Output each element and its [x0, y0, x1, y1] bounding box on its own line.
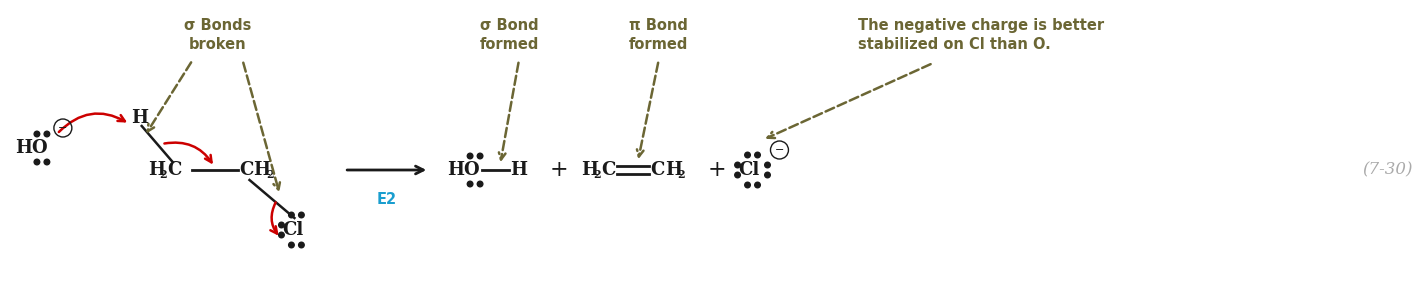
Circle shape	[34, 159, 40, 165]
Text: (7-30): (7-30)	[1362, 162, 1412, 178]
Text: 2: 2	[678, 170, 685, 180]
Text: 2: 2	[593, 170, 600, 180]
Circle shape	[278, 232, 284, 238]
Circle shape	[288, 242, 294, 248]
Text: 2: 2	[160, 170, 167, 180]
Text: C: C	[240, 161, 254, 179]
Text: 2: 2	[267, 170, 274, 180]
Text: HO: HO	[16, 139, 48, 157]
Text: The negative charge is better
stabilized on Cl than O.: The negative charge is better stabilized…	[858, 18, 1104, 52]
Text: +: +	[707, 159, 727, 181]
Circle shape	[288, 212, 294, 218]
Text: H: H	[131, 109, 148, 127]
Text: H: H	[664, 161, 681, 179]
Text: HO: HO	[447, 161, 480, 179]
Text: +: +	[549, 159, 568, 181]
Text: π Bond
formed: π Bond formed	[629, 18, 688, 52]
Text: −: −	[775, 145, 785, 155]
Text: C: C	[651, 161, 666, 179]
Circle shape	[44, 159, 50, 165]
Text: E2: E2	[376, 192, 396, 207]
Text: C: C	[167, 161, 182, 179]
Circle shape	[298, 212, 304, 218]
Text: C: C	[600, 161, 616, 179]
Circle shape	[298, 242, 304, 248]
Text: H: H	[509, 161, 526, 179]
Circle shape	[735, 172, 741, 178]
Text: −: −	[58, 123, 68, 133]
Circle shape	[34, 131, 40, 137]
Text: H: H	[254, 161, 271, 179]
Text: Cl: Cl	[282, 221, 304, 239]
Circle shape	[278, 222, 284, 228]
Text: H: H	[148, 161, 165, 179]
Circle shape	[44, 131, 50, 137]
Text: H: H	[580, 161, 597, 179]
Circle shape	[477, 181, 482, 187]
Circle shape	[765, 162, 771, 168]
Circle shape	[755, 152, 761, 158]
Circle shape	[745, 182, 751, 188]
Circle shape	[735, 162, 741, 168]
Circle shape	[467, 181, 473, 187]
Circle shape	[765, 172, 771, 178]
Circle shape	[745, 152, 751, 158]
Circle shape	[477, 153, 482, 159]
Circle shape	[755, 182, 761, 188]
Text: σ Bonds
broken: σ Bonds broken	[184, 18, 251, 52]
Text: Cl: Cl	[738, 161, 759, 179]
Text: σ Bond
formed: σ Bond formed	[480, 18, 539, 52]
Circle shape	[467, 153, 473, 159]
